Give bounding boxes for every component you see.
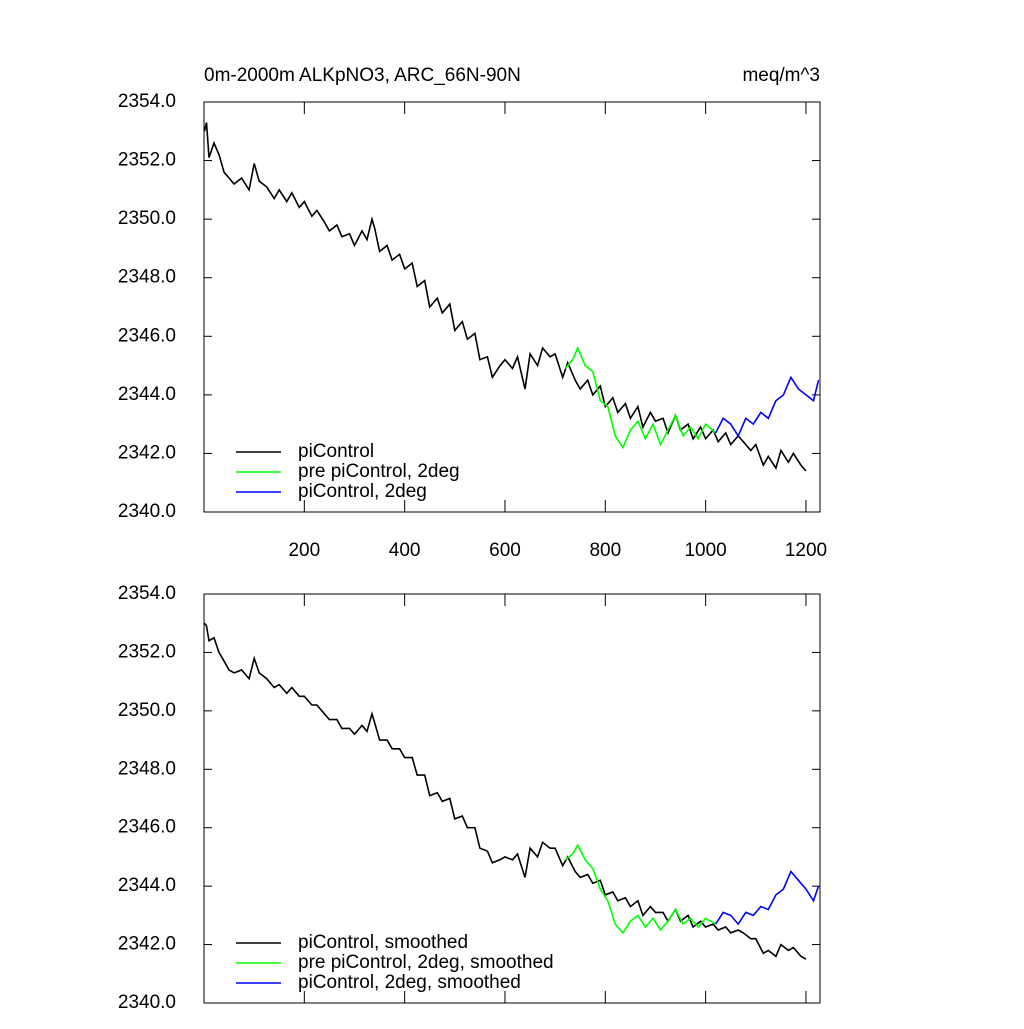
y-tick-label: 2344.0 <box>118 384 176 405</box>
y-tick-label: 2346.0 <box>118 325 176 346</box>
legend-label: pre piControl, 2deg, smoothed <box>298 952 554 973</box>
data-line <box>564 843 717 935</box>
y-tick-label: 2342.0 <box>118 442 176 463</box>
data-line <box>715 869 820 926</box>
y-tick-label: 2350.0 <box>118 208 176 229</box>
y-tick-label: 2354.0 <box>118 583 176 604</box>
legend-label: piControl, 2deg <box>298 481 427 502</box>
data-line <box>564 345 717 450</box>
x-tick-label: 600 <box>489 540 521 561</box>
y-tick-label: 2354.0 <box>118 91 176 112</box>
x-tick-label: 400 <box>389 540 421 561</box>
x-tick-label: 1000 <box>684 540 726 561</box>
y-tick-label: 2346.0 <box>118 817 176 838</box>
y-tick-label: 2342.0 <box>118 934 176 955</box>
plot-frame <box>203 593 821 1004</box>
y-tick-label: 2344.0 <box>118 875 176 896</box>
legend-label: pre piControl, 2deg <box>298 461 460 482</box>
y-tick-label: 2340.0 <box>118 501 176 522</box>
x-tick-label: 1200 <box>785 540 827 561</box>
legend-label: piControl, smoothed <box>298 932 468 953</box>
y-tick-label: 2350.0 <box>118 700 176 721</box>
data-line <box>714 375 820 438</box>
x-tick-label: 200 <box>288 540 320 561</box>
legend-label: piControl <box>298 441 374 462</box>
chart-title: 0m-2000m ALKpNO3, ARC_66N-90N <box>204 65 521 86</box>
y-tick-label: 2348.0 <box>118 267 176 288</box>
chart-units: meq/m^3 <box>742 65 820 86</box>
legend-label: piControl, 2deg, smoothed <box>298 972 521 993</box>
y-tick-label: 2348.0 <box>118 758 176 779</box>
x-tick-label: 800 <box>589 540 621 561</box>
data-line <box>203 122 807 472</box>
plot-frame <box>203 101 821 513</box>
data-line <box>203 622 807 960</box>
y-tick-label: 2340.0 <box>118 992 176 1013</box>
y-tick-label: 2352.0 <box>118 641 176 662</box>
y-tick-label: 2352.0 <box>118 150 176 171</box>
